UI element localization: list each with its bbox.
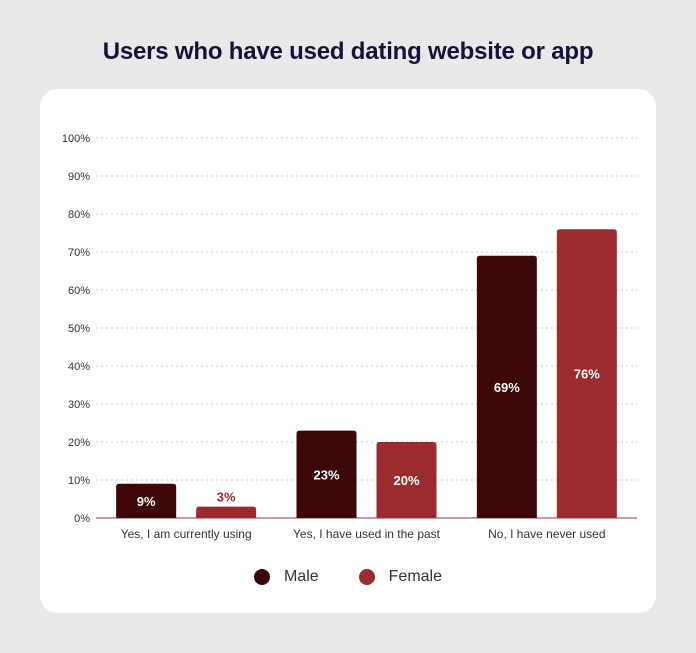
data-label: 76% [574,367,600,382]
y-tick-label: 40% [68,361,90,373]
legend-item-male: Male [253,568,319,586]
chart-title: Users who have used dating website or ap… [102,38,594,65]
x-tick-label: No, I have never used [488,527,605,541]
data-label: 20% [393,473,419,488]
bar-female [556,229,617,518]
y-tick-label: 50% [68,323,90,335]
legend-label-female: Female [388,568,443,585]
y-tick-label: 70% [68,247,90,259]
y-tick-label: 10% [68,475,90,487]
data-label: 69% [494,380,520,395]
data-label: 9% [137,494,156,509]
y-tick-label: 60% [68,285,90,297]
bar-male [296,430,357,518]
legend-label-male: Male [283,568,319,585]
x-tick-label: Yes, I have used in the past [293,527,441,541]
legend-swatch-male [253,569,270,585]
data-label: 3% [217,490,236,505]
data-label: 23% [313,467,339,482]
bar-female [376,442,437,518]
bar-female [196,506,257,518]
x-tick-label: Yes, I am currently using [121,527,252,541]
y-tick-label: 100% [62,133,90,145]
legend-swatch-female [358,569,375,585]
y-tick-label: 80% [68,209,90,221]
y-tick-label: 90% [68,171,90,183]
legend-item-female: Female [358,568,443,586]
y-tick-label: 30% [68,399,90,411]
legend: Male Female [0,568,696,586]
bar-male [116,483,177,518]
y-tick-label: 20% [68,437,90,449]
y-tick-label: 0% [74,513,90,525]
bar-male [476,255,537,519]
